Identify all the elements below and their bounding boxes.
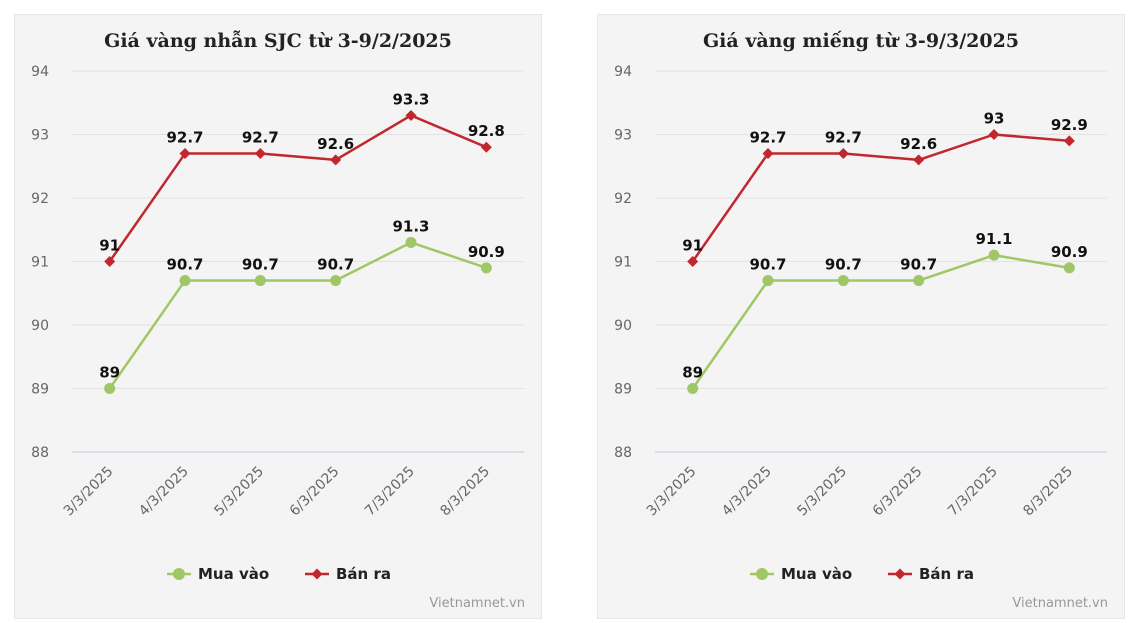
chart-credit: Vietnamnet.vn [429,596,525,611]
y-tick-label: 91 [31,255,49,271]
x-tick-label: 5/3/2025 [211,464,267,520]
series-line-0 [691,253,1070,390]
y-tick-label: 93 [614,128,632,144]
chart-panel-nhan-sjc: Giá vàng nhẫn SJC từ 3-9/2/2025 88 89 90 91 9… [14,14,542,619]
chart-nhan-sjc: Giá vàng nhẫn SJC từ 3-9/2/2025 88 89 90 91 9… [31,30,525,611]
chart-title: Giá vàng miếng từ 3-9/3/2025 [703,30,1019,52]
data-label: 91 [682,237,703,255]
data-point [104,383,116,394]
y-tick-label: 89 [31,382,49,398]
data-label: 93.3 [392,90,429,108]
data-point [687,383,699,394]
data-point [254,275,266,287]
legend-label: Mua vào [781,565,852,583]
data-point [762,148,774,160]
y-tick-label: 92 [31,191,49,207]
data-label: 90.7 [825,256,862,274]
data-label: 92.7 [166,129,203,147]
data-label: 90.9 [468,243,505,261]
data-point [913,275,925,287]
data-point [687,256,699,267]
series-line-0 [108,241,487,390]
data-point [330,154,342,166]
x-tick-label: 4/3/2025 [136,464,192,520]
data-label: 92.6 [900,135,937,153]
legend-label: Bán ra [336,565,391,583]
chart-vang-mieng: Giá vàng miếng từ 3-9/3/2025 88 89 90 91 92 93… [614,30,1108,611]
data-point [405,109,417,121]
y-tick-label: 91 [614,255,632,271]
data-point [480,262,492,274]
data-label: 92.9 [1051,116,1088,134]
y-tick-label: 94 [614,64,632,80]
y-tick-label: 94 [31,64,49,80]
x-tick-label: 8/3/2025 [437,464,493,520]
x-tick-label: 3/3/2025 [61,464,117,520]
legend-label: Bán ra [919,565,974,583]
data-point [988,249,1000,261]
x-tick-label: 5/3/2025 [794,464,850,520]
data-label: 90.7 [242,256,279,274]
data-point [104,256,116,267]
data-label: 92.7 [825,129,862,147]
y-tick-label: 90 [31,318,49,334]
x-tick-label: 6/3/2025 [287,464,343,520]
x-tick-label: 8/3/2025 [1020,464,1076,520]
series-line-1 [691,133,1070,263]
data-label: 90.7 [749,256,786,274]
legend-marker-diamond-icon [311,568,323,580]
data-label: 92.8 [468,122,505,140]
data-point [179,148,191,160]
data-point [330,275,342,287]
x-tick-label: 3/3/2025 [644,464,700,520]
y-tick-label: 93 [31,128,49,144]
chart-credit: Vietnamnet.vn [1012,596,1108,611]
data-label: 90.7 [900,256,937,274]
legend-marker-circle-icon [173,568,185,580]
data-point [1063,135,1075,147]
data-point [762,275,774,287]
chart-title: Giá vàng nhẫn SJC từ 3-9/2/2025 [104,30,452,52]
y-tick-label: 89 [614,382,632,398]
x-tick-label: 7/3/2025 [362,464,418,520]
data-point [179,275,191,287]
data-label: 90.7 [166,256,203,274]
data-label: 90.9 [1051,243,1088,261]
data-point [254,148,266,160]
data-point [1063,262,1075,274]
x-tick-label: 6/3/2025 [870,464,926,520]
data-point [988,129,1000,140]
data-point [837,275,849,287]
y-tick-label: 88 [31,445,49,461]
data-label: 91.3 [392,217,429,235]
data-label: 92.7 [242,129,279,147]
series-line-1 [108,114,487,263]
data-label: 91.1 [975,230,1012,248]
data-label: 89 [682,364,703,382]
y-tick-label: 88 [614,445,632,461]
data-label: 89 [99,364,120,382]
y-tick-label: 92 [614,191,632,207]
y-tick-label: 90 [614,318,632,334]
data-point [405,236,417,248]
data-label: 92.6 [317,135,354,153]
x-tick-label: 4/3/2025 [719,464,775,520]
legend-marker-diamond-icon [894,568,906,580]
data-label: 91 [99,237,120,255]
data-label: 92.7 [749,129,786,147]
chart-panel-vang-mieng: Giá vàng miếng từ 3-9/3/2025 88 89 90 91 92 93… [597,14,1125,619]
legend-marker-circle-icon [756,568,768,580]
data-label: 90.7 [317,256,354,274]
data-label: 93 [984,110,1005,128]
data-point [913,154,925,166]
data-point [480,141,492,153]
data-point [837,148,849,160]
x-tick-label: 7/3/2025 [945,464,1001,520]
legend-label: Mua vào [198,565,269,583]
